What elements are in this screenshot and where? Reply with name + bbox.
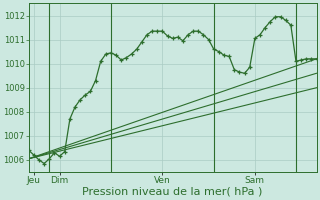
X-axis label: Pression niveau de la mer( hPa ): Pression niveau de la mer( hPa ) (83, 187, 263, 197)
